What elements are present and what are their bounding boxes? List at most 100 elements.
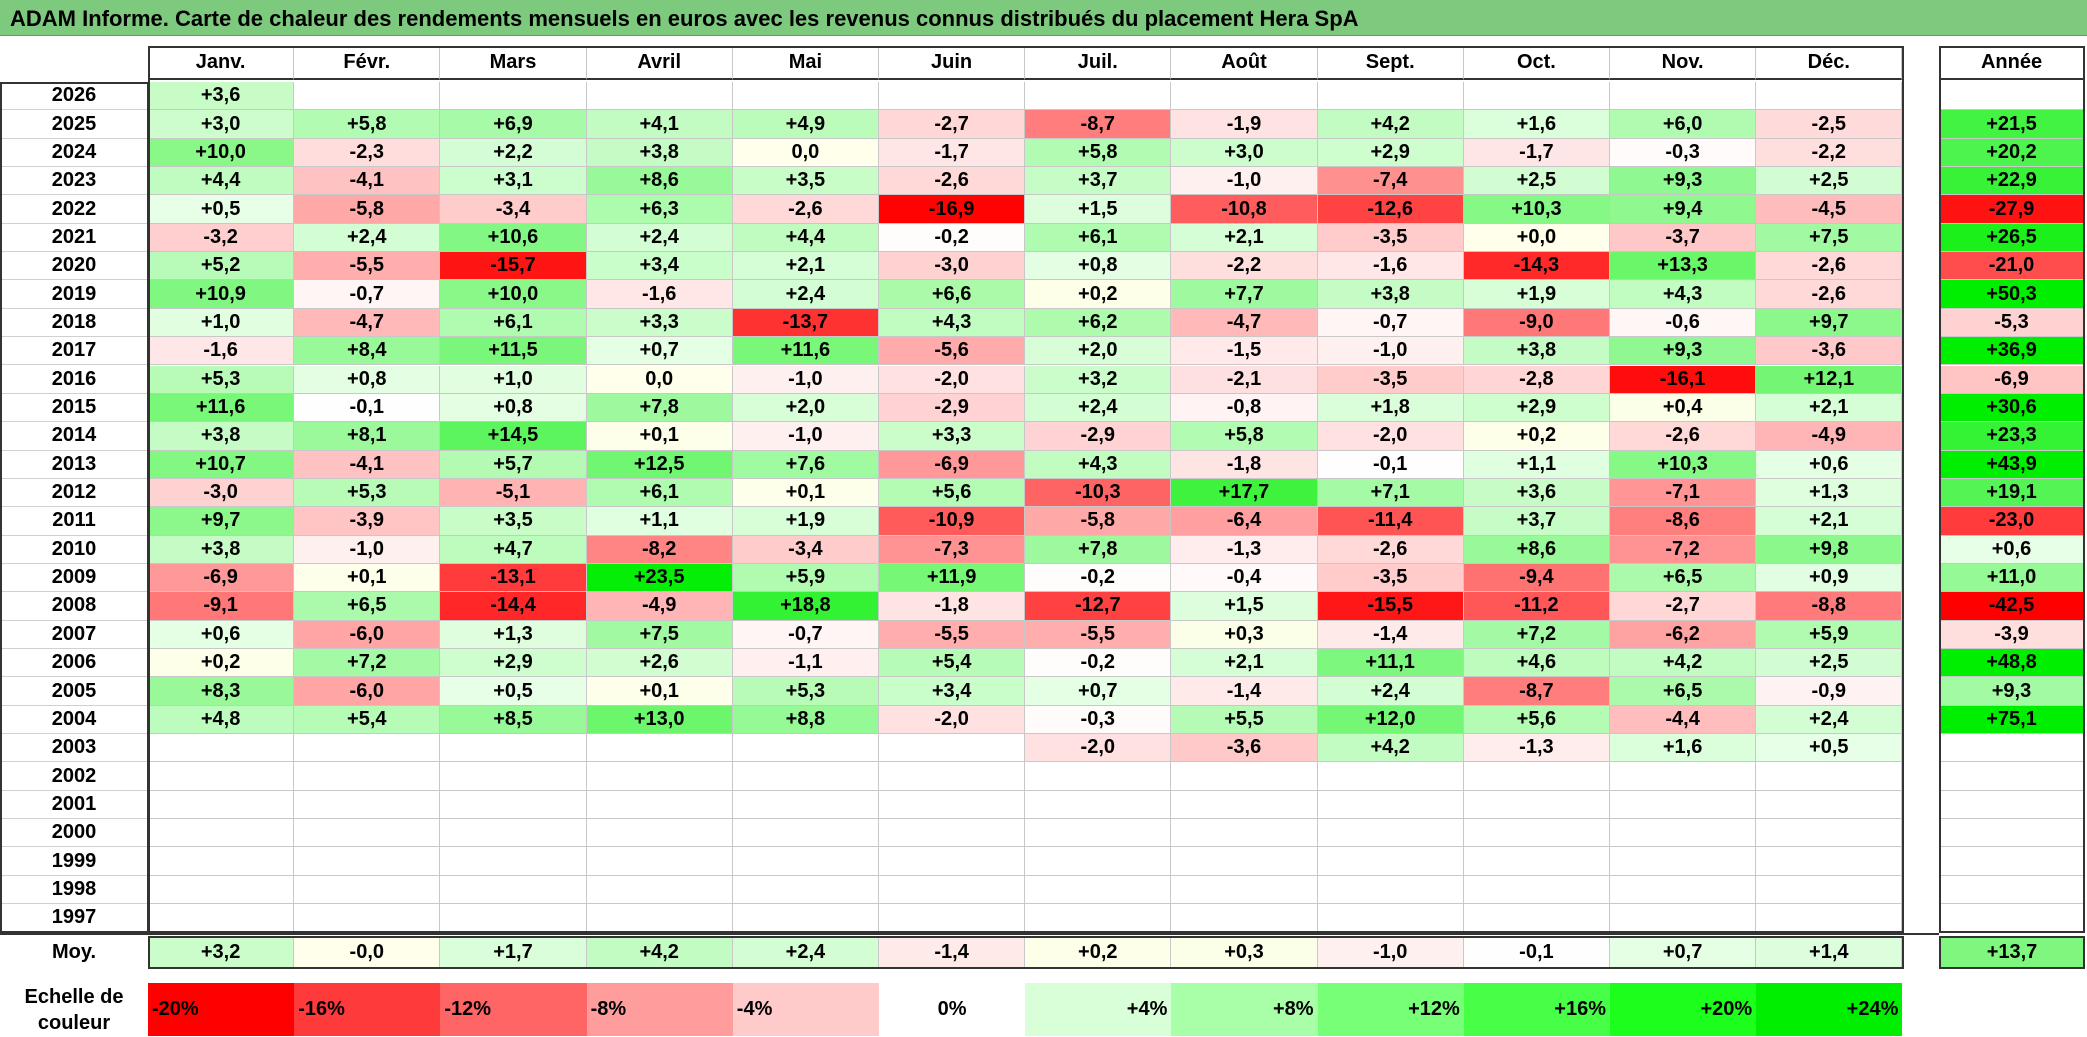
heatmap-cell [732, 875, 879, 905]
heatmap-cell: +10,3 [1463, 195, 1610, 224]
heatmap-cell [294, 790, 441, 820]
heatmap-cell: +12,5 [586, 450, 733, 479]
heatmap-cell: +5,3 [148, 365, 295, 394]
color-scale-swatch: +24% [1756, 983, 1903, 1036]
heatmap-cell [294, 904, 441, 933]
color-scale-label: Echelle de couleur [0, 982, 148, 1037]
heatmap-cell: +6,6 [879, 280, 1026, 309]
annual-cell: -5,3 [1939, 308, 2085, 338]
annual-cell: +75,1 [1939, 705, 2085, 735]
heatmap-cell: -0,4 [1171, 563, 1318, 593]
heatmap-cell: -5,5 [879, 620, 1026, 649]
heatmap-cell: -1,0 [732, 422, 879, 451]
heatmap-cell: +3,4 [879, 677, 1026, 706]
annual-cell: +36,9 [1939, 337, 2085, 366]
heatmap-cell [879, 847, 1026, 876]
heatmap-cell [879, 734, 1026, 763]
heatmap-cell [1610, 847, 1757, 876]
heatmap-cell: +1,9 [1463, 280, 1610, 309]
heatmap-cell [440, 790, 587, 820]
heatmap-cell: -6,0 [294, 677, 441, 706]
heatmap-cell: -3,4 [732, 535, 879, 564]
heatmap-cell [294, 82, 441, 111]
annual-cell: -27,9 [1939, 195, 2085, 224]
heatmap-cell: +3,0 [148, 110, 295, 139]
heatmap-cell: +14,5 [440, 422, 587, 451]
annual-cell: +21,5 [1939, 110, 2085, 139]
heatmap-cell [1317, 819, 1464, 848]
heatmap-cell: +4,2 [1317, 734, 1464, 763]
heatmap-cell: +2,2 [440, 138, 587, 168]
color-scale-label-line1: Echelle de [24, 985, 124, 1008]
color-scale-swatch: +4% [1025, 983, 1172, 1036]
heatmap-cell: +0,0 [1463, 223, 1610, 253]
heatmap-cell: -2,9 [1025, 422, 1172, 451]
heatmap-cell [148, 734, 295, 763]
heatmap-cell [732, 82, 879, 111]
heatmap-cell: +10,0 [148, 138, 295, 168]
month-header: Juin [879, 46, 1026, 80]
heatmap-cell: +13,0 [586, 705, 733, 735]
year-label: 1999 [0, 847, 148, 876]
heatmap-cell: +6,9 [440, 110, 587, 139]
heatmap-cell [1171, 819, 1318, 848]
heatmap-cell [1025, 82, 1172, 111]
heatmap-cell: +3,8 [148, 535, 295, 564]
heatmap-cell: -15,5 [1317, 592, 1464, 621]
average-cell: +0,3 [1171, 936, 1318, 969]
heatmap-cell [148, 904, 295, 933]
heatmap-cell [732, 819, 879, 848]
annual-cell: +9,3 [1939, 677, 2085, 706]
heatmap-cell: +12,0 [1317, 705, 1464, 735]
annual-cell: +0,6 [1939, 535, 2085, 564]
heatmap-cell: +0,4 [1610, 393, 1757, 423]
heatmap-cell: -11,4 [1317, 507, 1464, 536]
year-label: 2012 [0, 479, 148, 508]
heatmap-cell: +4,8 [148, 705, 295, 735]
average-cell: -0,0 [294, 936, 441, 969]
heatmap-cell: -3,7 [1610, 223, 1757, 253]
annual-cell: +48,8 [1939, 649, 2085, 678]
average-cell: +2,4 [732, 936, 879, 969]
heatmap-cell: -1,6 [1317, 252, 1464, 281]
heatmap-cell: +3,6 [148, 82, 295, 111]
heatmap-cell: +0,6 [1756, 450, 1903, 479]
heatmap-cell: -2,6 [1756, 280, 1903, 309]
heatmap-cell: +9,7 [1756, 308, 1903, 338]
average-cell: +1,4 [1756, 936, 1903, 969]
heatmap-cell: -2,2 [1756, 138, 1903, 168]
heatmap-cell: +5,9 [1756, 620, 1903, 649]
heatmap-cell: +0,5 [148, 195, 295, 224]
year-label: 1998 [0, 876, 148, 905]
heatmap-cell: +3,5 [440, 507, 587, 536]
heatmap-cell: +2,1 [1756, 393, 1903, 423]
heatmap-cell: -8,7 [1463, 677, 1610, 706]
heatmap-cell: +7,8 [1025, 535, 1172, 564]
heatmap-cell: +8,8 [732, 705, 879, 735]
heatmap-cell: -12,7 [1025, 592, 1172, 621]
heatmap-cell: +9,7 [148, 507, 295, 536]
heatmap-cell [1171, 904, 1318, 933]
heatmap-cell: +1,5 [1025, 195, 1172, 224]
heatmap-cell: -1,6 [148, 337, 295, 366]
heatmap-cell: -6,0 [294, 620, 441, 649]
year-label: 2007 [0, 621, 148, 649]
heatmap-cell: -0,1 [1317, 450, 1464, 479]
heatmap-cell: -1,4 [1317, 620, 1464, 649]
year-label: 2001 [0, 791, 148, 820]
heatmap-cell: +4,4 [148, 167, 295, 196]
heatmap-cell: +3,7 [1025, 167, 1172, 196]
year-label: 2003 [0, 734, 148, 763]
color-scale-swatch: +20% [1610, 983, 1757, 1036]
heatmap-cell: -3,6 [1756, 337, 1903, 366]
heatmap-cell: -2,3 [294, 138, 441, 168]
heatmap-cell: +10,7 [148, 450, 295, 479]
heatmap-cell: +5,6 [1463, 705, 1610, 735]
month-header: Sept. [1317, 46, 1464, 80]
heatmap-cell: -1,1 [732, 649, 879, 678]
heatmap-cell: +3,8 [586, 138, 733, 168]
heatmap-cell: +8,6 [586, 167, 733, 196]
heatmap-cell [1025, 875, 1172, 905]
month-header: Janv. [148, 46, 295, 80]
heatmap-cell: -7,1 [1610, 478, 1757, 508]
